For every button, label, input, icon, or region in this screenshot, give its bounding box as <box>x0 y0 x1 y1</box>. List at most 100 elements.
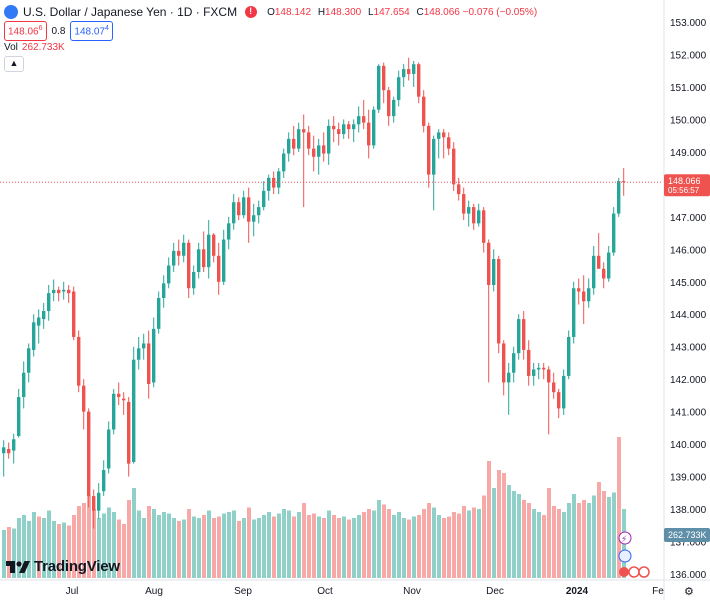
candle <box>232 194 236 230</box>
candle <box>82 379 86 430</box>
lightning-event-icon <box>618 531 632 545</box>
volume-bar <box>67 525 71 578</box>
candle-body <box>402 69 406 78</box>
candle <box>362 99 366 130</box>
candle-body <box>432 138 436 175</box>
settings-icon[interactable]: ⚙ <box>684 586 694 598</box>
candle <box>282 148 286 178</box>
candle-body <box>487 242 491 286</box>
candle-body <box>227 223 231 240</box>
candle-body <box>322 145 326 154</box>
buy-price: 148.07 <box>74 26 105 38</box>
volume-bar <box>357 515 361 578</box>
volume-bar <box>442 518 446 578</box>
price-tick-label: 143.000 <box>670 343 707 354</box>
lightning-glyph: ⚡ <box>621 534 627 544</box>
volume-axis-badge <box>664 528 710 542</box>
symbol-row: U.S. Dollar / Japanese Yen · 1D · FXCM O… <box>4 4 537 20</box>
candle-body <box>72 291 76 337</box>
candle <box>72 286 76 341</box>
candle-body <box>212 234 216 256</box>
low-value: 147.654 <box>373 6 410 18</box>
volume-bar <box>202 515 206 578</box>
candles <box>2 57 626 529</box>
volume-bar <box>317 516 321 578</box>
volume-bar <box>577 503 581 578</box>
candle <box>192 265 196 295</box>
collapse-legend-button[interactable]: ▲ <box>4 56 24 72</box>
candle <box>227 216 231 250</box>
volume-bar <box>472 507 476 578</box>
volume-bar <box>297 512 301 578</box>
volume-bar <box>82 503 86 578</box>
candle-body <box>352 124 356 130</box>
candle-body <box>17 397 21 436</box>
candle <box>577 278 581 305</box>
candle-body <box>112 393 116 430</box>
tradingview-logo[interactable]: TradingView <box>6 558 120 575</box>
candle-body <box>62 289 66 292</box>
volume-bar <box>97 518 101 578</box>
candle-body <box>597 255 601 269</box>
candle-body <box>247 197 251 222</box>
volume-bar <box>497 470 501 578</box>
candle-body <box>522 319 526 350</box>
volume-bar <box>117 519 121 578</box>
candle-body <box>422 96 426 126</box>
volume-bar <box>192 516 196 578</box>
volume-bar <box>312 513 316 578</box>
price-axis: 136.000 137.000 138.000 139.000 140.000 141.0… <box>670 18 707 581</box>
candle <box>492 249 496 292</box>
candle <box>237 197 241 221</box>
volume-bar <box>332 515 336 578</box>
buy-button[interactable]: 148.074 <box>70 21 113 41</box>
candle-body <box>342 124 346 135</box>
volume-bar <box>137 510 141 578</box>
volume-bar <box>437 515 441 578</box>
volume-bar <box>87 495 91 578</box>
candle-body <box>22 372 26 398</box>
candle <box>532 362 536 386</box>
candle <box>247 187 251 243</box>
candle-body <box>437 132 441 139</box>
volume-bar <box>457 513 461 578</box>
candle-body <box>142 343 146 349</box>
price-tick-label: 137.000 <box>670 538 707 549</box>
candle <box>52 279 56 302</box>
high-label: H <box>317 6 326 18</box>
candle-body <box>617 181 621 214</box>
economic-event-icon-3 <box>638 566 650 578</box>
candle-body <box>447 137 451 149</box>
candle-body <box>292 138 296 149</box>
candle <box>357 106 361 133</box>
last-price-value: 148.066 <box>668 176 701 186</box>
volume-bar <box>17 518 21 578</box>
candle-body <box>47 293 51 311</box>
volume-value: 262.733K <box>21 42 65 53</box>
candle <box>592 246 596 295</box>
flag-event-icon <box>618 549 632 563</box>
volume-legend[interactable]: Vol 262.733K <box>4 42 537 53</box>
market-status-icon[interactable] <box>245 6 258 18</box>
candle <box>407 57 411 81</box>
candle <box>387 86 391 126</box>
candle-body <box>207 234 211 268</box>
symbol-title[interactable]: U.S. Dollar / Japanese Yen · 1D · FXCM <box>23 5 238 19</box>
candle <box>607 246 611 282</box>
candle-body <box>442 132 446 138</box>
candle-body <box>172 250 176 266</box>
candle <box>477 203 481 227</box>
candle-body <box>622 181 626 183</box>
volume-bar <box>382 504 386 578</box>
volume-bar <box>37 516 41 578</box>
candle <box>312 135 316 172</box>
candle-body <box>12 439 16 451</box>
candle-body <box>257 207 261 216</box>
price-tick-label: 147.000 <box>670 213 707 224</box>
candle <box>347 121 351 139</box>
sell-button[interactable]: 148.066 <box>4 21 47 41</box>
volume-bar <box>602 491 606 578</box>
candle <box>582 275 586 324</box>
volume-bar <box>527 503 531 578</box>
